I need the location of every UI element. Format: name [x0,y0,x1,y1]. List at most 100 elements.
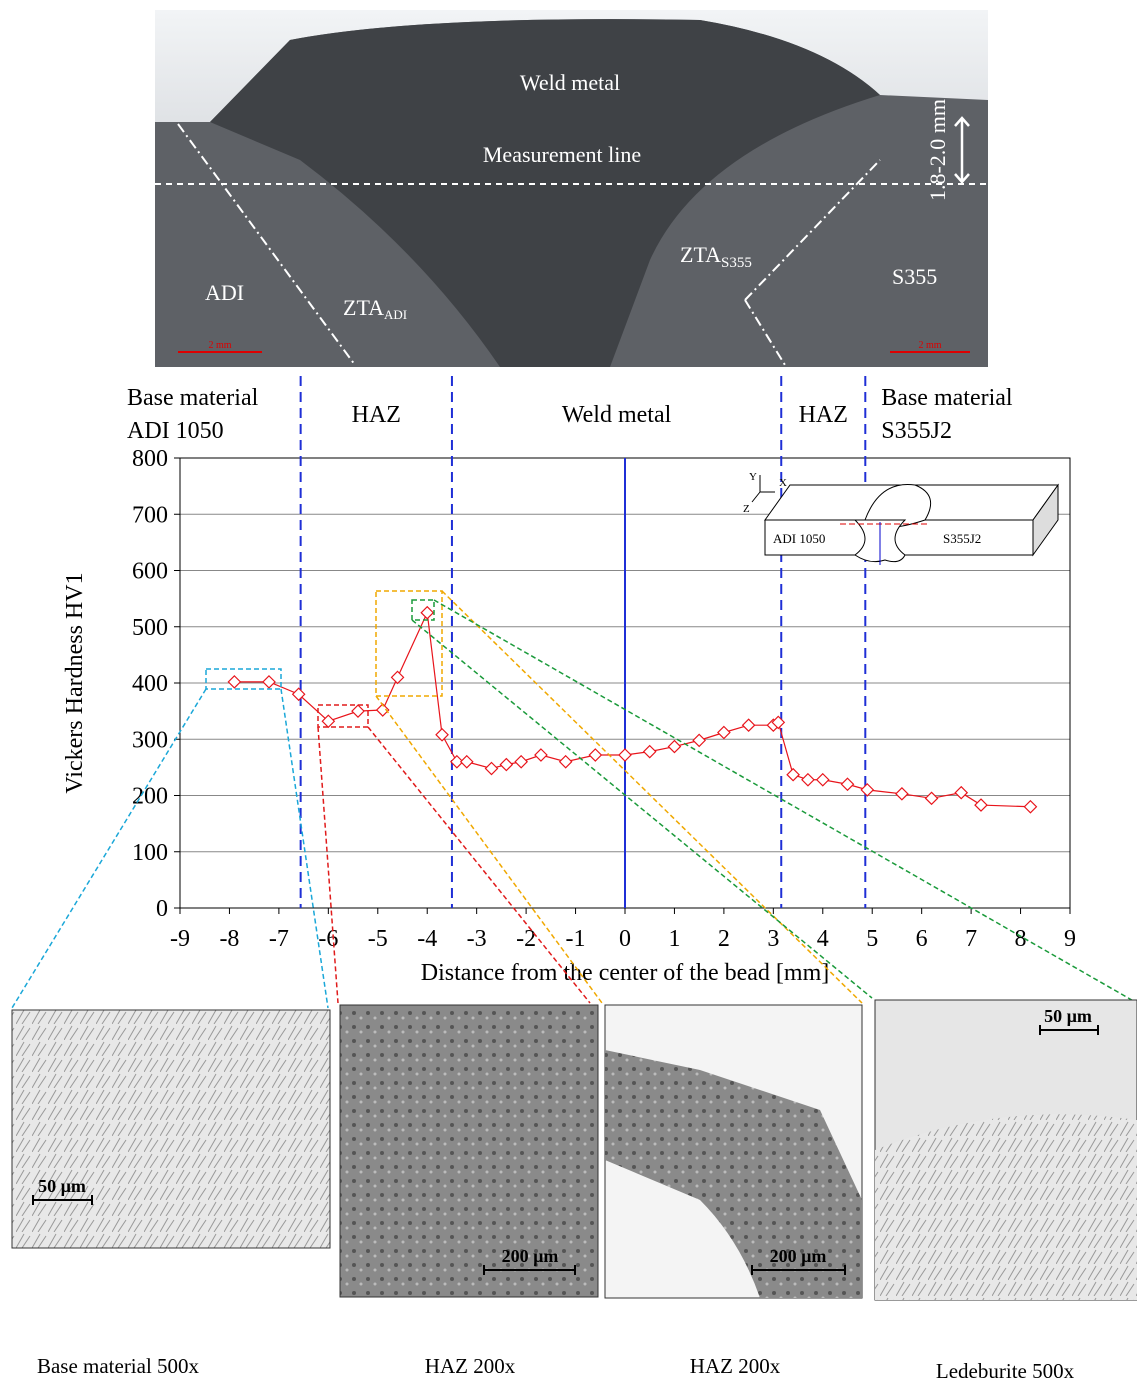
chart: 0 100 200 300 400 500 600 700 800 -9 -8 -7 -6 -5 -4 -3 -… [62,376,1076,986]
photo-label: Weld metal [520,70,620,95]
photo-label: ZTAADI [343,295,407,322]
scale-label: 2 mm [208,340,231,351]
photo-label: ZTAS355 [680,242,752,271]
data-point [390,670,405,685]
zone-lines [177,123,881,366]
inset-diagram: Y X Z ADI 1050 S355J2 [743,471,1059,565]
caption: HAZ 200x [425,1354,516,1378]
zoom-markers [11,590,1137,1009]
x-tick-label: 4 [817,926,829,952]
y-tick-label: 400 [132,671,168,697]
y-tick-label: 800 [132,446,168,472]
data-point [741,718,756,733]
caption: Base material 500x [37,1354,200,1378]
x-tick-label: 2 [718,926,730,952]
photo-label: Measurement line [483,142,641,167]
scale-label: 50 µm [38,1176,86,1196]
zone-label: S355J2 [881,418,952,444]
data-point [771,715,786,730]
data-point [534,748,548,762]
zone-label: Base material [127,385,259,411]
data-point [262,675,276,689]
data-point [924,791,939,806]
x-tick-label: 5 [866,926,878,952]
data-point [815,772,830,787]
photo-label: 1.8-2.0 mm [925,99,950,201]
photo-label: S355 [892,264,937,289]
x-tick-label: -8 [219,926,239,952]
zone-label: HAZ [352,402,401,428]
data-point [618,748,632,762]
zone-label: Weld metal [562,402,672,428]
scale-label: 50 µm [1044,1006,1092,1026]
inset-label: ADI 1050 [773,531,825,546]
data-point [642,744,657,759]
data-point [514,754,529,769]
photo-label-sub: S355 [721,255,752,271]
x-tick-label: 8 [1015,926,1027,952]
photo-label: ZTA [680,242,721,267]
x-tick-label: -2 [516,926,536,952]
data-point [291,687,306,702]
x-tick-label: -7 [269,926,289,952]
data-point [801,772,815,787]
photo-label: ADI [205,280,244,305]
inset-label: Z [743,503,750,515]
macro-photo: Weld metal Measurement line 1.8-2.0 mm A… [155,10,988,368]
inset-label: X [779,477,787,489]
y-tick-label: 600 [132,559,168,585]
data-point [588,748,603,762]
data-point [954,785,969,800]
depth-arrow [954,116,970,184]
zone-label: Base material [881,385,1013,411]
data-point [895,786,909,801]
x-tick-label: 7 [965,926,977,952]
data-point [860,783,875,797]
x-axis-label: Distance from the center of the bead [mm… [421,960,830,986]
x-tick-label: 6 [916,926,928,952]
weld-zone [210,19,880,368]
micrographs: 50 µm 200 µm 200 µm 50 µm Base material … [11,999,1137,1383]
data-point [420,605,435,620]
x-tick-label: -5 [368,926,388,952]
y-tick-label: 300 [132,727,168,753]
data-point [484,761,499,776]
data-point [840,777,855,792]
inset-label: Y [749,471,757,483]
y-tick-label: 500 [132,615,168,641]
data-point [692,733,707,748]
y-axis-label: Vickers Hardness HV1 [62,572,88,793]
data-point [1023,799,1038,814]
inset-label: S355J2 [943,531,981,546]
photo-label-sub: ADI [384,307,407,322]
data-point [974,798,988,812]
x-tick-label: -9 [170,926,190,952]
data-point [351,704,365,718]
x-tick-label: -4 [417,926,437,952]
data-point [227,675,242,689]
y-tick-label: 0 [156,896,168,922]
y-tick-label: 200 [132,784,168,810]
data-point [667,739,682,754]
scale-label: 2 mm [918,340,941,351]
x-tick-label: 9 [1064,926,1076,952]
scale-label: 200 µm [502,1246,559,1266]
data-point [786,767,800,782]
data-point [435,727,449,742]
data-point [321,714,336,729]
x-tick-label: 0 [619,926,631,952]
caption: Ledeburite 500x [936,1359,1075,1383]
y-tick-label: 100 [132,840,168,866]
photo-label: ZTA [343,295,384,320]
data-point [375,703,390,717]
x-tick-label: -3 [467,926,487,952]
data-point [450,754,464,769]
data-point [499,757,514,772]
x-tick-label: 3 [767,926,779,952]
x-tick-label: 1 [668,926,680,952]
y-tick-label: 700 [132,502,168,528]
data-point [459,754,474,769]
caption: HAZ 200x [690,1354,781,1378]
